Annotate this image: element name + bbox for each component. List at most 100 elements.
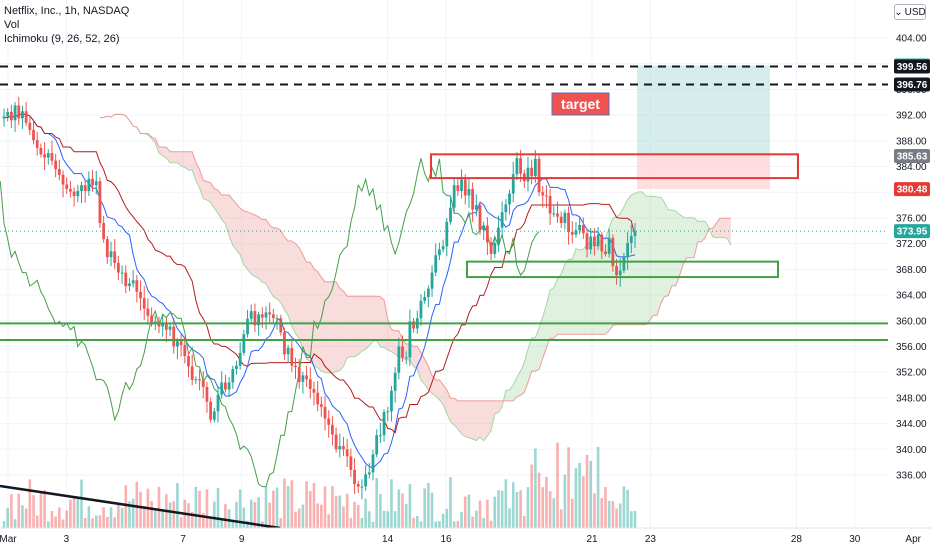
volume-bar (434, 521, 438, 528)
time-tick-label: Apr (905, 534, 921, 545)
candle-body (9, 111, 13, 121)
volume-bar (286, 486, 290, 528)
volume-bar (552, 498, 556, 528)
cloud-segment (505, 390, 510, 401)
volume-bar (596, 446, 600, 528)
cloud-segment (561, 264, 565, 335)
volume-bar (379, 493, 382, 528)
candle-body (404, 357, 408, 359)
cloud-segment (480, 400, 484, 441)
candle-body (386, 411, 390, 413)
candle-body (319, 404, 323, 407)
cloud-segment (468, 400, 473, 439)
cloud-segment (461, 400, 466, 437)
volume-bar (213, 501, 216, 528)
candle-body (124, 272, 128, 287)
cloud-segment (232, 199, 237, 251)
volume-bar (570, 498, 574, 528)
candle-body (556, 213, 559, 217)
candle-body (585, 233, 589, 250)
volume-bar (6, 508, 9, 528)
candle-body (360, 486, 364, 488)
volume-bar (224, 504, 227, 528)
price-tick-label: 364.00 (896, 291, 927, 302)
price-tag: 373.95 (894, 224, 930, 239)
volume-bar (456, 520, 460, 528)
support-box (466, 260, 779, 279)
price-tick-label: 404.00 (896, 34, 927, 45)
cloud-segment (649, 196, 654, 321)
price-tag-bg (894, 59, 930, 74)
cloud-segment (498, 400, 503, 413)
candle-body (161, 323, 165, 327)
candle-body (426, 288, 430, 297)
cloud-segment (516, 371, 521, 397)
candle-body (478, 205, 482, 231)
cloud-segment (476, 400, 480, 441)
volume-bar (87, 506, 91, 528)
time-axis-bg (0, 528, 888, 550)
cloud-segment (184, 151, 189, 170)
candle-body (238, 352, 242, 366)
cloud-segment (657, 197, 661, 316)
candle-body (46, 153, 50, 158)
legend-volume[interactable]: Vol (4, 19, 20, 31)
volume-bar (242, 507, 246, 528)
cloud-segment (638, 191, 643, 325)
volume-bar (46, 521, 50, 528)
time-tick-label: Mar (0, 534, 17, 545)
candle-body (109, 251, 113, 258)
price-axis-bg (888, 0, 932, 550)
candle-body (216, 394, 220, 412)
volume-bar (312, 482, 316, 528)
candle-body (65, 184, 69, 190)
drawings: target (0, 65, 888, 530)
candle-body (533, 158, 537, 177)
volume-bar (113, 517, 116, 528)
cloud-segment (332, 281, 337, 374)
base-line (3, 113, 636, 434)
candle-body (268, 312, 272, 315)
price-tag: 399.56 (894, 59, 930, 74)
currency-selector[interactable]: ⌄ USD (894, 4, 926, 20)
legend-ichimoku[interactable]: Ichimoku (9, 26, 52, 26) (4, 33, 120, 45)
volume-bar (460, 511, 463, 528)
trend-line (0, 484, 281, 530)
volume-bar (61, 519, 65, 528)
candle-body (456, 185, 460, 191)
volume-bar (475, 510, 478, 528)
cloud-segment (539, 317, 543, 370)
candle-body (604, 251, 607, 254)
candle-body (72, 191, 76, 197)
candle-body (401, 346, 404, 358)
candle-body (375, 435, 379, 455)
legend-symbol[interactable]: Netflix, Inc., 1h, NASDAQ (4, 5, 130, 17)
target-label: target (561, 96, 600, 112)
cloud-segment (572, 248, 576, 335)
price-tag-bg (894, 149, 930, 164)
candle-body (271, 314, 275, 319)
volume-bar (102, 507, 105, 528)
candle-body (312, 388, 316, 393)
volume-bar (371, 521, 375, 528)
volume-bar (427, 482, 430, 528)
cloud-segment (284, 237, 289, 316)
volume-bar (43, 490, 46, 528)
candle-body (633, 231, 637, 236)
volume-bar (24, 508, 28, 528)
volume-bar (54, 516, 57, 528)
volume-bar (618, 503, 622, 528)
volume-bar (390, 479, 393, 528)
cloud-segment (428, 365, 432, 394)
cloud-segment (162, 147, 167, 159)
cloud-segment (421, 352, 425, 385)
candle-body (504, 204, 508, 213)
volume-bar (117, 503, 120, 528)
volume-bar (382, 510, 386, 528)
candle-body (430, 272, 434, 289)
candle-body (460, 179, 463, 191)
volume-bar (131, 498, 135, 528)
cloud-segment (671, 210, 676, 286)
volume-bar (563, 474, 567, 528)
